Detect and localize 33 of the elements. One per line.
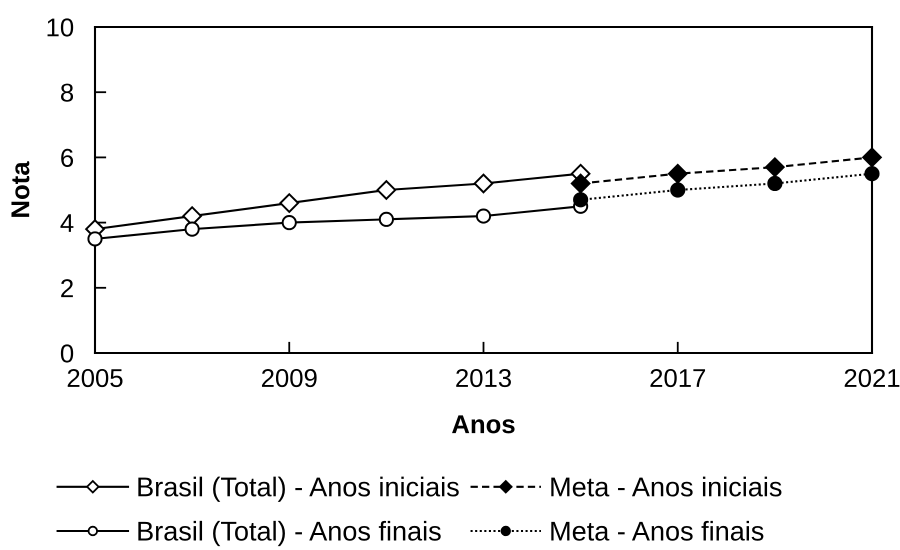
point (668, 164, 688, 184)
point (765, 157, 785, 177)
point (474, 174, 494, 194)
x-tick-label: 2009 (262, 368, 317, 388)
y-tick-label: 0 (60, 344, 74, 363)
point (87, 231, 103, 246)
point (573, 192, 588, 208)
x-tick-label: 2017 (650, 368, 706, 388)
x-tick-label: 2013 (456, 368, 511, 388)
point (279, 193, 300, 213)
x-axis-title: Anos (452, 415, 515, 434)
point (670, 182, 686, 198)
y-tick-label: 6 (61, 148, 74, 167)
x-tick-label: 2005 (68, 368, 123, 388)
x-tick-label: 2021 (844, 368, 900, 388)
y-tick-label: 8 (60, 84, 74, 102)
legend-label: Meta - Anos iniciais (551, 476, 782, 497)
y-tick-label: 10 (48, 18, 74, 37)
point (476, 208, 492, 224)
point (862, 148, 882, 168)
legend-label: Meta - Anos finais (551, 520, 764, 541)
point (864, 166, 880, 182)
y-tick-label: 4 (60, 214, 74, 232)
point (378, 212, 394, 227)
point (184, 222, 200, 237)
legend-label: Brasil (Total) - Anos finais (138, 520, 441, 546)
legend-label: Brasil (Total) - Anos iniciais (138, 476, 459, 502)
point (570, 174, 590, 194)
y-axis-title: Nota (11, 161, 30, 217)
point (282, 215, 297, 230)
y-tick-label: 2 (61, 279, 73, 298)
point (767, 176, 782, 192)
point (376, 180, 396, 200)
